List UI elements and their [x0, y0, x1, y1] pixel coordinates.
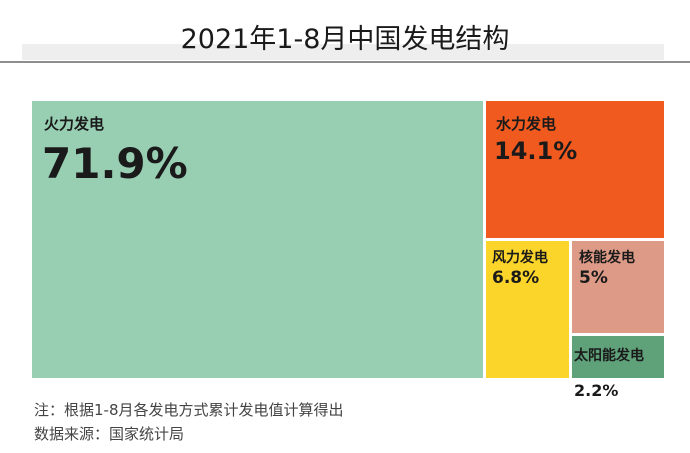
tile-label: 风力发电 [492, 250, 548, 266]
treemap-tile: 火力发电 71.9% [32, 101, 483, 378]
footnotes: 注：根据1-8月各发电方式累计发电值计算得出 数据来源：国家统计局 [34, 398, 344, 446]
chart-title: 2021年1-8月中国发电结构 [180, 24, 510, 55]
treemap-tile: 核能发电 5% [572, 241, 664, 333]
treemap-tile: 太阳能发电 2.2% [572, 336, 664, 400]
title-band [22, 44, 664, 60]
tile-value-label: 2.2% [574, 381, 619, 400]
tile-value-label: 5% [579, 268, 608, 288]
tile-value-label: 6.8% [492, 268, 540, 288]
treemap-tile: 风力发电 6.8% [486, 241, 569, 378]
tile-label: 水力发电 [496, 115, 557, 133]
treemap-tile: 水力发电 14.1% [486, 101, 664, 238]
tile-label: 火力发电 [44, 115, 105, 133]
title-divider [0, 61, 690, 63]
data-source: 数据来源：国家统计局 [34, 425, 185, 443]
tile-value-label: 71.9% [42, 139, 188, 188]
tile-label: 核能发电 [579, 250, 635, 266]
calculation-note: 注：根据1-8月各发电方式累计发电值计算得出 [34, 401, 344, 419]
tile-label: 太阳能发电 [574, 348, 644, 364]
tile-value-label: 14.1% [494, 137, 578, 165]
